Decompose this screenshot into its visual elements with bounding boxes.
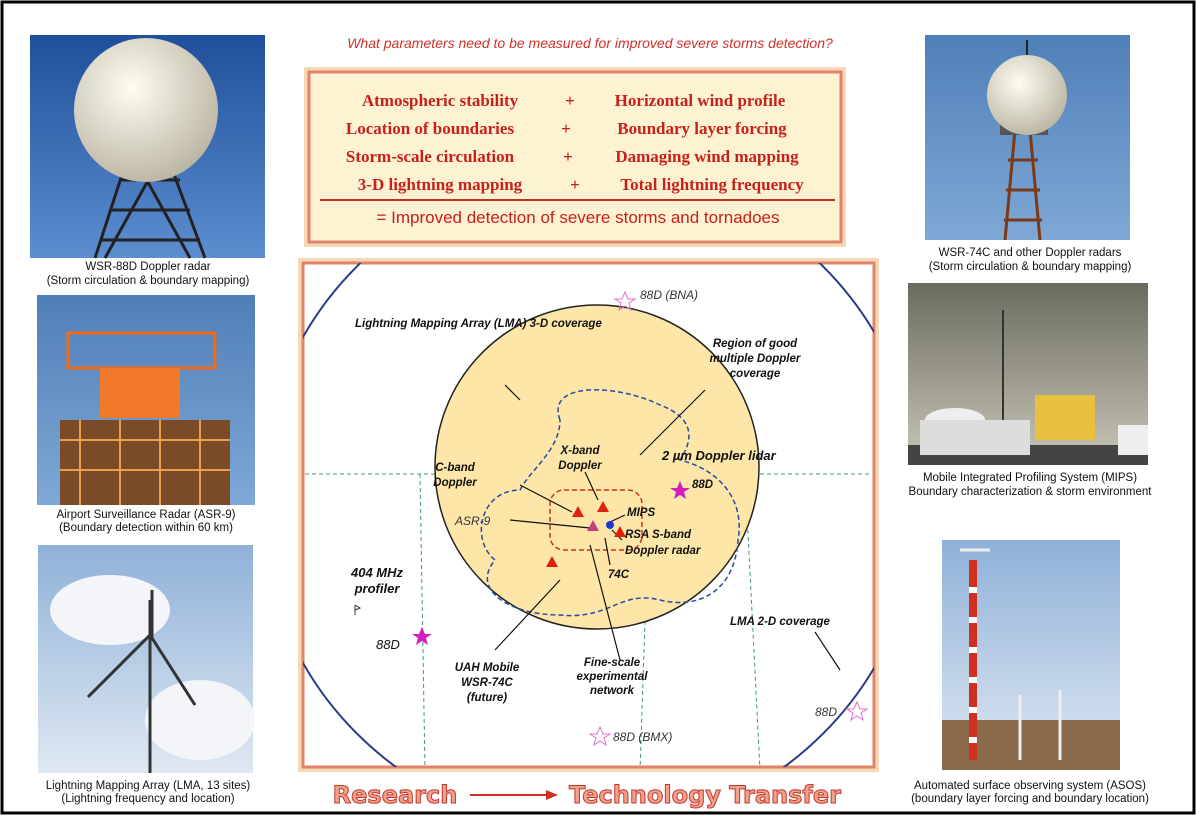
- map-label: coverage: [730, 368, 781, 380]
- photo-asr9: [37, 295, 255, 505]
- caption: Mobile Integrated Profiling System (MIPS…: [923, 472, 1137, 484]
- caption: (Storm circulation & boundary mapping): [929, 261, 1132, 273]
- photo-lma: [38, 545, 255, 773]
- map-label: Doppler: [558, 460, 602, 472]
- map-label: experimental: [577, 671, 649, 683]
- map-label: network: [590, 685, 635, 697]
- caption: (Storm circulation & boundary mapping): [47, 275, 250, 287]
- parameter: Total lightning frequency: [620, 175, 804, 194]
- plus: +: [565, 91, 575, 110]
- map-label: multiple Doppler: [710, 353, 801, 365]
- map-label: MIPS: [627, 507, 655, 519]
- map-label: 404 MHz: [350, 565, 404, 580]
- caption: WSR-74C and other Doppler radars: [939, 247, 1122, 259]
- caption: Lightning Mapping Array (LMA, 13 sites): [46, 780, 251, 792]
- caption: WSR-88D Doppler radar: [85, 261, 210, 273]
- caption: (Lightning frequency and location): [61, 793, 234, 805]
- footer-to: Technology Transfer: [569, 781, 841, 809]
- map-label: 88D: [376, 637, 400, 652]
- map-label: UAH Mobile: [455, 662, 520, 674]
- map-label: Doppler: [433, 477, 477, 489]
- map-label: WSR-74C: [461, 677, 513, 689]
- parameter: 3-D lightning mapping: [358, 175, 523, 194]
- plus: +: [563, 147, 573, 166]
- footer-from: Research: [333, 781, 458, 809]
- parameter: Horizontal wind profile: [615, 91, 786, 110]
- parameter: Boundary layer forcing: [617, 119, 787, 138]
- map-label: C-band: [435, 462, 476, 474]
- map-label: profiler: [354, 581, 401, 596]
- parameter: Damaging wind mapping: [615, 147, 799, 166]
- plus: +: [570, 175, 580, 194]
- photo-asos: [942, 540, 1120, 770]
- plus: +: [561, 119, 571, 138]
- map-label: 74C: [608, 569, 630, 581]
- caption: (Boundary detection within 60 km): [59, 522, 233, 534]
- map-label: 88D: [815, 705, 837, 719]
- parameter: Atmospheric stability: [362, 91, 519, 110]
- map-label: Doppler radar: [625, 545, 701, 557]
- map-label: Lightning Mapping Array (LMA) 3-D covera…: [355, 318, 602, 330]
- map-label: (future): [467, 692, 507, 704]
- photo-mips: [908, 283, 1148, 465]
- caption: Boundary characterization & storm enviro…: [909, 486, 1153, 498]
- parameter: Storm-scale circulation: [346, 147, 515, 166]
- map-label: LMA 2-D coverage: [730, 616, 831, 628]
- map-label: 88D (BMX): [613, 730, 672, 744]
- caption: Automated surface observing system (ASOS…: [914, 780, 1146, 792]
- map-label: Region of good: [713, 338, 798, 350]
- photo-wsr74c: [925, 35, 1130, 240]
- caption: (boundary layer forcing and boundary loc…: [911, 793, 1149, 805]
- map-label: RSA S-band: [625, 529, 692, 541]
- map-label: X-band: [560, 445, 601, 457]
- poster: WSR-88D Doppler radar (Storm circulation…: [0, 0, 1196, 815]
- caption: Airport Surveillance Radar (ASR-9): [57, 509, 236, 521]
- map-label: Fine-scale: [584, 657, 641, 669]
- result: = Improved detection of severe storms an…: [376, 208, 779, 227]
- map-label: 2 µm Doppler lidar: [661, 448, 777, 463]
- question: What parameters need to be measured for …: [347, 35, 833, 51]
- parameter: Location of boundaries: [346, 119, 515, 138]
- map-label: 88D: [692, 479, 713, 491]
- photo-wsr88d: [30, 35, 265, 258]
- map-label: ASR-9: [454, 514, 491, 528]
- map-label: 88D (BNA): [640, 288, 698, 302]
